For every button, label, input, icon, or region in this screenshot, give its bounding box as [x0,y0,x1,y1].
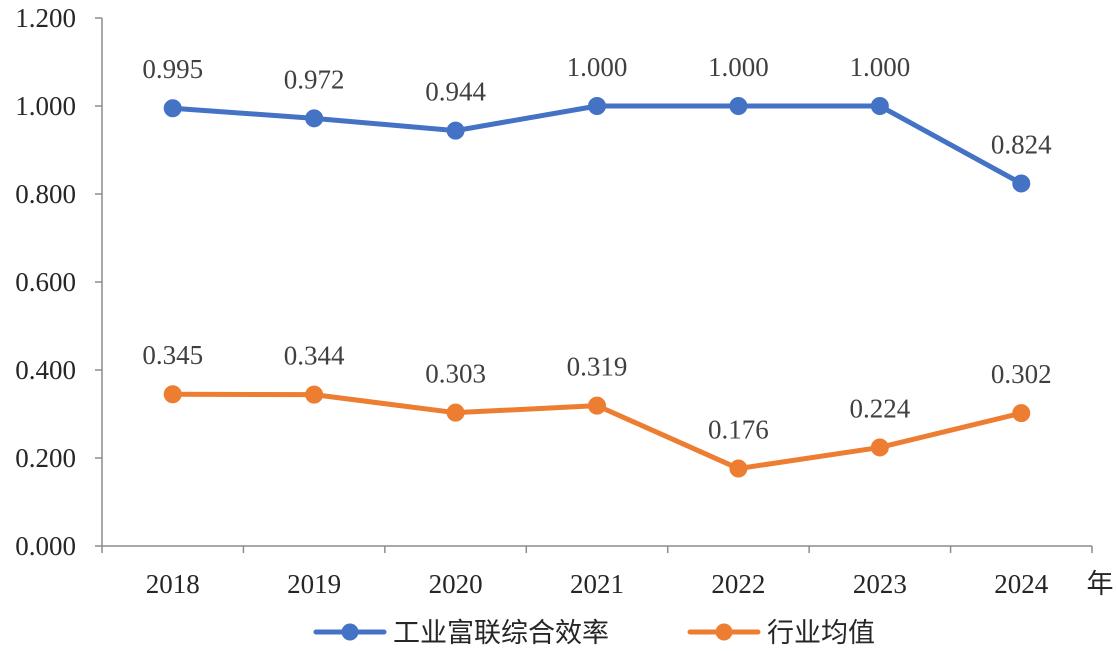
data-point[interactable] [163,99,182,118]
data-label: 0.944 [425,77,486,107]
data-point[interactable] [163,385,182,404]
data-label: 0.302 [991,359,1052,389]
data-point[interactable] [588,396,606,415]
y-tick-label: 1.200 [15,3,76,33]
data-label: 0.344 [284,341,345,371]
data-point[interactable] [1012,174,1031,193]
data-label: 0.176 [708,415,769,445]
data-point[interactable] [305,109,324,128]
data-label: 0.319 [567,352,628,382]
data-point[interactable] [1012,404,1031,423]
legend[interactable]: 工业富联综合效率 行业均值 [313,618,875,649]
data-label: 0.972 [284,64,345,94]
legend-swatch-marker [715,623,733,641]
y-tick-label: 1.000 [15,91,76,121]
legend-item-1[interactable]: 工业富联综合效率 [313,618,609,649]
data-point[interactable] [729,97,748,115]
y-tick-label: 0.600 [15,267,76,297]
legend-label: 行业均值 [767,618,875,649]
legend-label: 工业富联综合效率 [393,618,609,649]
series-line [170,103,1024,186]
data-label: 0.995 [142,54,203,84]
y-tick-label: 0.000 [15,531,76,561]
x-tick-label: 2018 [146,569,200,599]
data-label: 0.345 [142,340,203,370]
legend-item-2[interactable]: 行业均值 [687,618,875,649]
data-point[interactable] [870,438,889,457]
data-point[interactable] [305,385,324,404]
y-tick-label: 0.400 [15,355,76,385]
data-point[interactable] [446,121,465,140]
data-point[interactable] [446,403,465,422]
series-1: 0.995 0.972 0.944 1.000 1.000 1.000 0.824 [142,52,1052,193]
y-axis-ticks: 0.000 0.200 0.400 0.600 0.800 1.000 1.200 [15,3,102,561]
x-tick-label: 2020 [429,569,483,599]
data-label: 1.000 [708,52,769,82]
data-label: 0.303 [425,359,486,389]
data-point[interactable] [729,459,748,478]
data-label: 0.824 [991,129,1052,159]
data-point[interactable] [588,97,606,115]
x-tick-label: 2019 [287,569,341,599]
x-tick-label: 2022 [711,569,765,599]
x-axis-ticks: 2018 2019 2020 2021 2022 2023 2024 [101,546,1093,599]
series-2: 0.345 0.344 0.303 0.319 0.176 0.224 0.302 [142,340,1052,478]
data-label: 1.000 [849,52,910,82]
x-tick-label: 2021 [570,569,624,599]
series-layer: 0.995 0.972 0.944 1.000 1.000 1.000 0.824 0.345… [142,52,1052,478]
y-tick-label: 0.800 [15,179,76,209]
data-label: 0.224 [849,393,910,423]
x-tick-label: 2023 [853,569,907,599]
data-label: 1.000 [567,52,628,82]
data-point[interactable] [870,97,889,115]
y-tick-label: 0.200 [15,443,76,473]
x-axis-unit-label: 年 [1087,569,1114,599]
legend-swatch-marker [341,623,359,641]
x-tick-label: 2024 [994,569,1049,599]
